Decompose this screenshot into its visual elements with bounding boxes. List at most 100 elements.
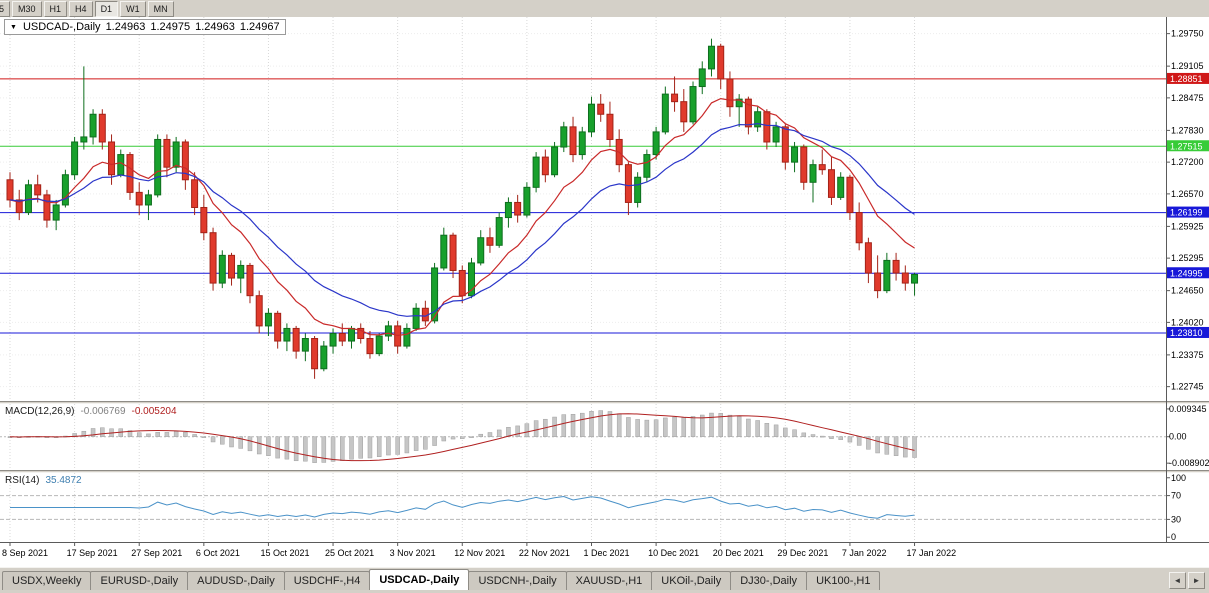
macd-histogram-bar: [220, 436, 225, 445]
chart-tab-usdx-weekly[interactable]: USDX,Weekly: [2, 571, 92, 590]
chart-area: 1.29750 1.29105 1.28475 1.27830 1.27200 1.265…: [0, 17, 1209, 567]
chart-tab-usdchf-h4[interactable]: USDCHF-,H4: [283, 571, 371, 590]
price-level-badge-label: 1.23810: [1170, 328, 1203, 338]
macd-histogram-bar: [247, 436, 253, 452]
candle-body: [43, 194, 51, 221]
candle-body: [661, 93, 669, 133]
chart-tab-audusd-daily[interactable]: AUDUSD-,Daily: [187, 571, 285, 590]
macd-histogram-bar: [321, 436, 327, 463]
date-axis-label[interactable]: 1 Dec 2021: [583, 548, 629, 558]
candle-body: [772, 126, 780, 143]
tab-scroll-left-button[interactable]: ◄: [1169, 571, 1186, 589]
macd-histogram-bar: [700, 414, 705, 437]
candle-body: [504, 201, 512, 219]
date-axis-label[interactable]: 25 Oct 2021: [325, 548, 374, 558]
macd-histogram-bar: [635, 419, 640, 437]
macd-histogram-bar: [487, 432, 493, 437]
macd-histogram-bar: [838, 436, 843, 440]
chart-tab-usdcad-daily[interactable]: USDCAD-,Daily: [369, 569, 470, 590]
macd-histogram-bar: [386, 436, 391, 456]
chart-canvas[interactable]: 1.29750 1.29105 1.28475 1.27830 1.27200 1.265…: [0, 17, 1209, 567]
price-level-badge: [1167, 267, 1209, 279]
panel-separator[interactable]: [0, 401, 1209, 404]
candle-body: [818, 164, 826, 171]
macd-histogram-bar: [238, 436, 243, 449]
timeframe-button-m30[interactable]: M30: [12, 0, 42, 17]
timeframe-button-d1[interactable]: D1: [94, 0, 119, 17]
timeframe-button-h4[interactable]: H4: [69, 0, 93, 17]
collapse-chart-icon[interactable]: ▼: [10, 23, 17, 31]
chart-tab-ukoil-daily[interactable]: UKOil-,Daily: [651, 571, 732, 590]
timeframe-button-mn[interactable]: MN: [147, 0, 174, 17]
date-axis-label[interactable]: 6 Oct 2021: [196, 548, 240, 558]
macd-histogram-bar: [663, 417, 668, 437]
candle-body: [126, 154, 134, 193]
candle-body: [587, 103, 595, 133]
date-axis-label[interactable]: 17 Sep 2021: [67, 548, 118, 558]
date-axis-label[interactable]: 15 Oct 2021: [260, 548, 309, 558]
macd-histogram-bar: [644, 419, 650, 437]
candle-body: [431, 267, 439, 322]
candle-body: [61, 174, 69, 206]
date-axis-label[interactable]: 12 Nov 2021: [454, 548, 505, 558]
macd-histogram-bar: [626, 417, 631, 437]
date-axis-label[interactable]: 20 Dec 2021: [713, 548, 764, 558]
panel-separator[interactable]: [0, 470, 1209, 473]
chart-symbol-label: USDCAD-,Daily: [22, 21, 101, 33]
date-axis-label[interactable]: 17 Jan 2022: [907, 548, 957, 558]
macd-histogram-bar: [127, 430, 133, 437]
timeframe-button-h1[interactable]: H1: [43, 0, 68, 17]
candle-body: [34, 184, 42, 196]
macd-histogram-bar: [303, 436, 308, 462]
chart-tab-eurusd-daily[interactable]: EURUSD-,Daily: [90, 571, 189, 590]
date-axis-label[interactable]: 27 Sep 2021: [131, 548, 182, 558]
price-axis-label: 1.25925: [1171, 221, 1204, 231]
candle-body: [218, 254, 226, 284]
macd-histogram-bar: [173, 431, 179, 437]
date-axis-label[interactable]: 22 Nov 2021: [519, 548, 570, 558]
date-axis-label[interactable]: 29 Dec 2021: [777, 548, 828, 558]
candle-body: [643, 154, 651, 178]
macd-histogram-bar: [552, 416, 557, 437]
ohlc-low-value: 1.24963: [195, 21, 235, 33]
macd-histogram-bar: [801, 432, 807, 437]
candle-body: [846, 176, 854, 214]
macd-histogram-bar: [469, 436, 474, 438]
candle-body: [274, 312, 282, 342]
candle-body: [320, 345, 328, 370]
date-axis-label[interactable]: 10 Dec 2021: [648, 548, 699, 558]
macd-histogram-bar: [432, 436, 437, 446]
timeframe-button-w1[interactable]: W1: [120, 0, 146, 17]
candle-body: [338, 332, 346, 342]
chart-tab-xauusd-h1[interactable]: XAUUSD-,H1: [565, 571, 653, 590]
price-axis-label: 1.28475: [1171, 93, 1204, 103]
macd-histogram-bar: [404, 436, 410, 454]
candle-body: [606, 113, 614, 140]
macd-histogram-bar: [533, 420, 539, 437]
candle-body: [237, 264, 245, 279]
date-axis-label[interactable]: 3 Nov 2021: [390, 548, 436, 558]
chart-tab-dj30-daily[interactable]: DJ30-,Daily: [730, 571, 808, 590]
candle-body: [864, 242, 872, 274]
candle-body: [264, 312, 272, 327]
tab-scroll-right-button[interactable]: ►: [1188, 571, 1205, 589]
candle-body: [744, 98, 752, 128]
chart-tab-usdcnh-daily[interactable]: USDCNH-,Daily: [468, 571, 567, 590]
date-axis-label[interactable]: 8 Sep 2021: [2, 548, 48, 558]
macd-histogram-bar: [847, 436, 853, 443]
macd-histogram-bar: [506, 427, 511, 437]
macd-histogram-bar: [423, 436, 428, 450]
price-level-badge: [1167, 206, 1209, 218]
macd-histogram-bar: [496, 429, 502, 437]
candle-body: [375, 335, 383, 355]
candle-body: [578, 131, 586, 156]
chart-tab-uk100-h1[interactable]: UK100-,H1: [806, 571, 881, 590]
timeframe-button-5[interactable]: 5: [0, 0, 11, 17]
price-level-badge: [1167, 72, 1209, 84]
macd-histogram-bar: [460, 436, 465, 439]
price-axis-label: 1.24020: [1171, 317, 1204, 327]
macd-histogram-bar: [672, 416, 677, 437]
date-axis-label[interactable]: 7 Jan 2022: [842, 548, 887, 558]
candle-body: [52, 204, 60, 221]
macd-histogram-bar: [764, 423, 770, 437]
